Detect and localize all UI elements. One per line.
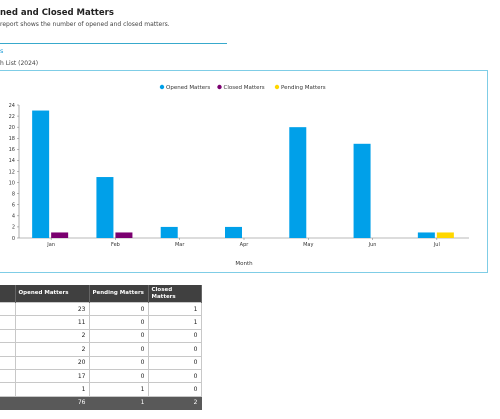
table-total-row: 76 1 2 — [0, 395, 202, 411]
month-cell — [0, 328, 16, 344]
total-month-cell — [0, 395, 16, 411]
month-cell — [0, 301, 16, 317]
page-title: ned and Closed Matters — [0, 8, 114, 18]
pending-cell: 0 — [88, 342, 149, 357]
y-tick-label-9: 18 — [9, 136, 15, 142]
y-tick-label-2: 4 — [12, 214, 15, 220]
section-title: s — [0, 47, 4, 55]
closed-cell: 1 — [147, 315, 202, 330]
y-tick-label-10: 20 — [9, 125, 15, 131]
y-tick-label-0: 0 — [12, 236, 15, 242]
pending-cell: 0 — [88, 301, 149, 317]
table-header-row: ▾h Opened Matters Pending Matters Closed… — [0, 285, 202, 303]
chart-panel: Opened Matters Closed Matters Pending Matt… — [0, 70, 488, 273]
closed-cell: 0 — [147, 382, 202, 397]
bar-opened-matters-jun — [353, 143, 371, 238]
column-header-closed[interactable]: Closed Matters — [148, 285, 202, 303]
bar-opened-matters-feb — [96, 177, 114, 238]
x-axis-label: Month — [235, 261, 253, 267]
table-row[interactable]: 11 0 1 — [0, 315, 202, 330]
opened-cell: 20 — [14, 355, 90, 370]
bar-closed-matters-feb — [115, 232, 133, 238]
legend-marker-0 — [159, 84, 165, 90]
x-tick-label-may: May — [303, 242, 313, 248]
table-row[interactable]: 17 0 0 — [0, 368, 202, 384]
opened-cell: 1 — [14, 382, 90, 397]
month-cell — [0, 355, 16, 370]
x-tick-label-feb: Feb — [111, 242, 120, 248]
month-cell — [0, 315, 16, 330]
closed-cell: 1 — [147, 301, 202, 317]
table-row[interactable]: 20 0 0 — [0, 355, 202, 370]
month-cell — [0, 342, 16, 357]
bar-opened-matters-apr — [225, 226, 242, 238]
pending-cell: 0 — [88, 355, 149, 370]
opened-cell: 17 — [14, 368, 90, 384]
legend-marker-1 — [217, 84, 222, 90]
page-description: report shows the number of opened and cl… — [0, 21, 170, 28]
bar-opened-matters-jan — [32, 110, 50, 238]
list-name: h List (2024) — [0, 60, 39, 67]
x-tick-label-jan: Jan — [46, 242, 55, 248]
x-tick-label-apr: Apr — [240, 242, 250, 248]
y-tick-label-5: 10 — [9, 180, 15, 186]
opened-cell: 2 — [14, 342, 90, 357]
x-tick-label-mar: Mar — [175, 242, 185, 248]
month-cell — [0, 382, 16, 397]
legend-marker-2 — [274, 84, 280, 90]
total-opened-cell: 76 — [14, 395, 90, 411]
closed-cell: 0 — [147, 342, 202, 357]
column-header-pending[interactable]: Pending Matters — [89, 285, 149, 303]
closed-cell: 0 — [147, 355, 202, 370]
y-tick-label-11: 22 — [9, 114, 15, 120]
bar-opened-matters-may — [289, 127, 307, 238]
bar-opened-matters-jul — [417, 232, 435, 238]
total-pending-cell: 1 — [88, 395, 149, 411]
section-divider — [0, 43, 227, 44]
table-row[interactable]: 23 0 1 — [0, 301, 202, 317]
opened-cell: 2 — [14, 328, 90, 344]
pending-cell: 0 — [88, 368, 149, 384]
bar-closed-matters-jan — [51, 232, 69, 238]
y-tick-label-4: 8 — [12, 191, 15, 197]
y-tick-label-12: 24 — [9, 103, 15, 109]
opened-cell: 11 — [14, 315, 90, 330]
column-header-opened[interactable]: Opened Matters — [15, 285, 90, 303]
closed-cell: 0 — [147, 368, 202, 384]
y-tick-label-6: 12 — [9, 169, 15, 175]
matters-table: ▾h Opened Matters Pending Matters Closed… — [0, 285, 202, 411]
pending-cell: 1 — [88, 382, 149, 397]
pending-cell: 0 — [88, 315, 149, 330]
bar-opened-matters-mar — [160, 226, 178, 238]
legend-label-0: Opened Matters — [166, 85, 210, 91]
pending-cell: 0 — [88, 328, 149, 344]
x-tick-label-jul: Jul — [433, 242, 440, 248]
y-tick-label-8: 16 — [9, 147, 15, 153]
y-tick-label-7: 14 — [9, 158, 15, 164]
x-tick-label-jun: Jun — [368, 242, 377, 248]
month-cell — [0, 368, 16, 384]
opened-cell: 23 — [14, 301, 90, 317]
column-header-month[interactable]: ▾h — [0, 285, 16, 303]
legend-label-2: Pending Matters — [281, 85, 326, 91]
closed-cell: 0 — [147, 328, 202, 344]
bar-chart: Opened Matters Closed Matters Pending Matt… — [9, 84, 469, 267]
legend-label-1: Closed Matters — [224, 85, 265, 91]
y-tick-label-1: 2 — [12, 225, 15, 231]
bar-pending-matters-jul — [436, 232, 454, 238]
y-tick-label-3: 6 — [12, 203, 15, 209]
total-closed-cell: 2 — [147, 395, 202, 411]
